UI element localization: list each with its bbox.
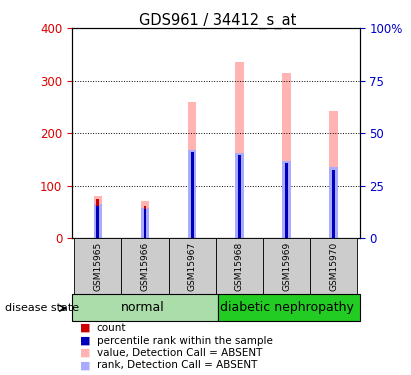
Text: GSM15965: GSM15965	[93, 242, 102, 291]
Text: percentile rank within the sample: percentile rank within the sample	[97, 336, 272, 345]
Bar	[282, 161, 291, 238]
Bar	[94, 196, 102, 238]
Bar	[191, 237, 194, 238]
Text: GSM15967: GSM15967	[188, 242, 197, 291]
Bar	[285, 163, 288, 238]
Text: normal: normal	[121, 301, 164, 314]
Bar	[97, 199, 99, 238]
Bar	[141, 208, 149, 238]
Bar	[143, 206, 146, 238]
Bar	[285, 236, 288, 238]
Text: GSM15969: GSM15969	[282, 242, 291, 291]
Text: disease state: disease state	[5, 303, 79, 313]
Bar	[330, 167, 338, 238]
Bar	[143, 209, 146, 238]
Text: ■: ■	[80, 348, 91, 358]
Text: GDS961 / 34412_s_at: GDS961 / 34412_s_at	[139, 13, 296, 29]
Text: rank, Detection Call = ABSENT: rank, Detection Call = ABSENT	[97, 360, 257, 370]
Text: ■: ■	[80, 360, 91, 370]
Bar	[74, 238, 121, 294]
Bar	[188, 150, 196, 238]
Bar	[169, 238, 216, 294]
Bar	[218, 294, 360, 321]
Text: value, Detection Call = ABSENT: value, Detection Call = ABSENT	[97, 348, 262, 358]
Bar	[191, 152, 194, 238]
Bar	[141, 201, 149, 238]
Bar	[238, 236, 241, 238]
Bar	[332, 170, 335, 238]
Text: GSM15970: GSM15970	[329, 242, 338, 291]
Bar	[188, 102, 196, 238]
Text: GSM15966: GSM15966	[141, 242, 150, 291]
Text: GSM15968: GSM15968	[235, 242, 244, 291]
Bar	[238, 155, 241, 238]
Bar	[282, 73, 291, 238]
Bar	[216, 238, 263, 294]
Text: diabetic nephropathy: diabetic nephropathy	[219, 301, 353, 314]
Bar	[72, 294, 218, 321]
Bar	[121, 238, 169, 294]
Bar	[332, 236, 335, 238]
Bar	[94, 204, 102, 238]
Bar	[263, 238, 310, 294]
Text: count: count	[97, 323, 126, 333]
Bar	[235, 153, 244, 238]
Bar	[330, 111, 338, 238]
Bar	[310, 238, 357, 294]
Text: ■: ■	[80, 336, 91, 345]
Bar	[97, 206, 99, 238]
Bar	[235, 62, 244, 238]
Text: ■: ■	[80, 323, 91, 333]
